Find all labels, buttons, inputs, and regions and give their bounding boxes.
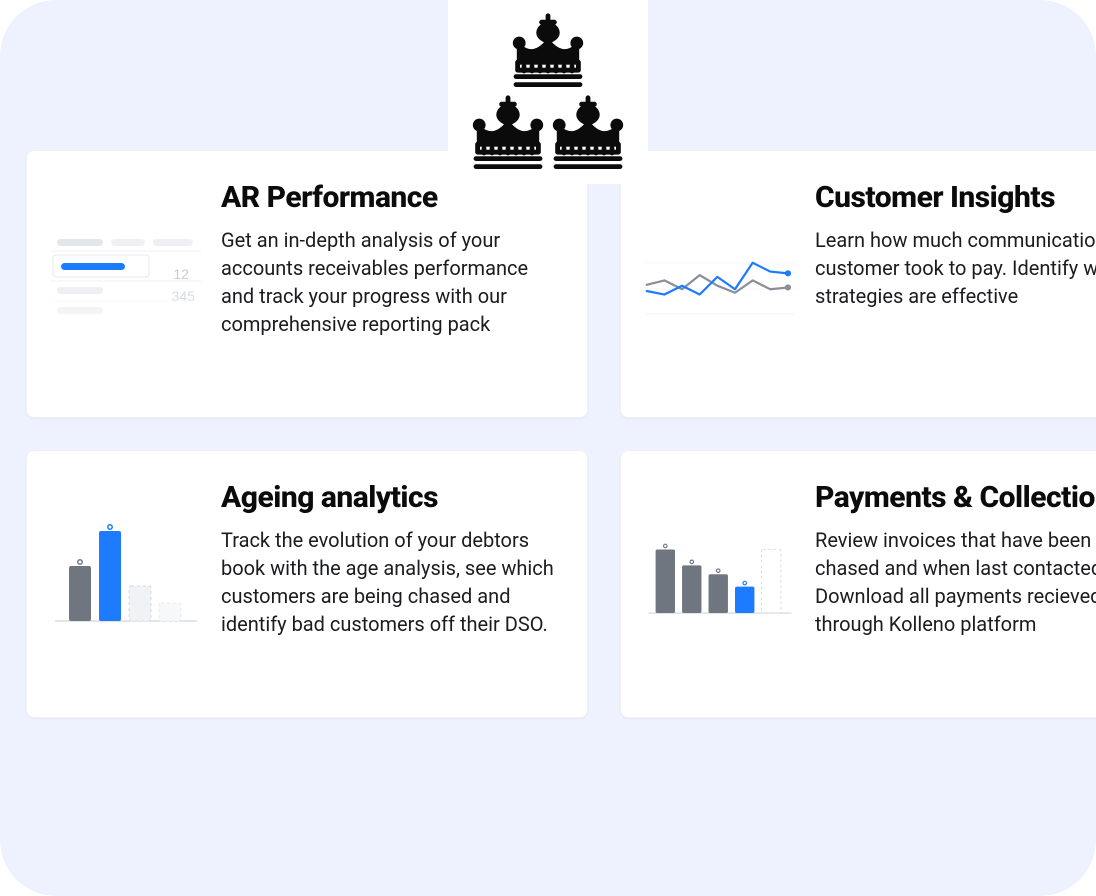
table-illustration-icon: 12 345: [51, 211, 201, 341]
header-logo-panel: [448, 0, 648, 184]
page-background: 12 345 AR Performance Get an in-depth an…: [0, 0, 1096, 896]
card-title: Ageing analytics: [221, 481, 563, 516]
crown-icon: [508, 9, 588, 93]
crown-icon: [548, 91, 628, 175]
card-title: Payments & Collections: [815, 481, 1096, 516]
svg-text:345: 345: [172, 288, 196, 304]
card-title: AR Performance: [221, 181, 563, 216]
card-title: Customer Insights: [815, 181, 1096, 216]
crown-icon: [468, 91, 548, 175]
card-description: Review invoices that have been chased an…: [815, 526, 1096, 638]
crown-triple-icon: [468, 9, 628, 175]
line-chart-illustration-icon: [645, 211, 795, 341]
card-description: Learn how much communication each custom…: [815, 226, 1096, 310]
card-customer-insights[interactable]: Customer Insights Learn how much communi…: [620, 150, 1096, 418]
card-ar-performance[interactable]: 12 345 AR Performance Get an in-depth an…: [26, 150, 588, 418]
bar-chart-illustration-icon: [645, 511, 795, 641]
card-payments-collections[interactable]: Payments & Collections Review invoices t…: [620, 450, 1096, 718]
svg-text:12: 12: [173, 266, 189, 282]
card-description: Get an in-depth analysis of your account…: [221, 226, 563, 338]
card-description: Track the evolution of your debtors book…: [221, 526, 563, 638]
bar-chart-illustration-icon: [51, 511, 201, 641]
card-ageing-analytics[interactable]: Ageing analytics Track the evolution of …: [26, 450, 588, 718]
feature-cards-grid: 12 345 AR Performance Get an in-depth an…: [26, 150, 1096, 718]
